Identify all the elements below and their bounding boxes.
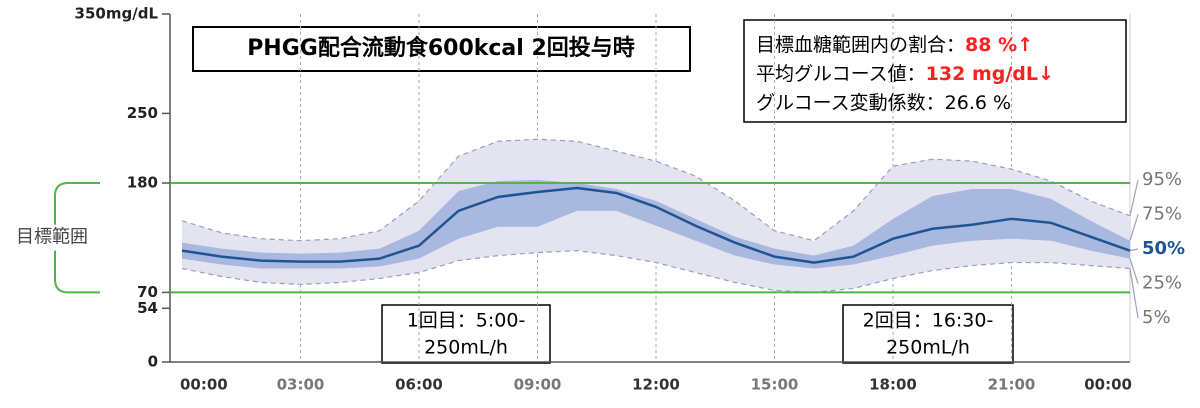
y-tick-label: 250 bbox=[127, 104, 158, 122]
stat-label: グルコース変動係数：26.6 % bbox=[756, 92, 1011, 114]
x-tick-label: 18:00 bbox=[869, 376, 917, 394]
label-connector bbox=[1129, 258, 1139, 284]
legend-label: 5% bbox=[1142, 307, 1171, 328]
label-connector bbox=[1129, 179, 1139, 216]
annotation-box bbox=[381, 304, 551, 364]
label-connector bbox=[1129, 248, 1139, 252]
y-tick-label: 180 bbox=[127, 174, 158, 192]
annotation: 250mL/h bbox=[424, 337, 508, 359]
title-box bbox=[192, 26, 691, 72]
legend-label: 25% bbox=[1142, 273, 1182, 294]
annotation-box bbox=[842, 304, 1014, 364]
stat-value: 88 %↑ bbox=[965, 34, 1033, 56]
stat-label: 平均グルコース値： bbox=[756, 63, 926, 85]
legend-label: 75% bbox=[1142, 204, 1182, 225]
x-tick-label: 03:00 bbox=[277, 376, 325, 394]
x-tick-label: 21:00 bbox=[988, 376, 1036, 394]
percentile-line bbox=[181, 250, 1131, 294]
y-tick-label: 70 bbox=[137, 283, 158, 301]
annotation: 250mL/h bbox=[886, 337, 970, 359]
stats-box bbox=[743, 19, 1127, 123]
x-tick-label: 06:00 bbox=[395, 376, 443, 394]
y-tick-label: 350mg/dL bbox=[75, 5, 159, 23]
stat-value: 132 mg/dL↓ bbox=[926, 63, 1054, 85]
x-tick-label: 15:00 bbox=[751, 376, 799, 394]
x-tick-label: 00:00 bbox=[180, 376, 228, 394]
y-tick-label: 54 bbox=[137, 299, 158, 317]
label-bg bbox=[8, 224, 96, 251]
stat-line: 平均グルコース値：132 mg/dL↓ bbox=[756, 63, 1054, 85]
x-tick-label: 09:00 bbox=[514, 376, 562, 394]
x-tick-label: 00:00 bbox=[1084, 376, 1132, 394]
percentile-line bbox=[181, 186, 1131, 264]
chart-title: PHGG配合流動食600kcal 2回投与時 bbox=[247, 35, 635, 61]
label-connector bbox=[1129, 268, 1139, 319]
stat-line: グルコース変動係数：26.6 % bbox=[756, 92, 1011, 114]
stat-label: 目標血糖範囲内の割合： bbox=[756, 34, 965, 56]
legend-label: 50% bbox=[1142, 238, 1185, 259]
label-connector bbox=[1129, 214, 1139, 241]
annotation: 1回目：5:00- bbox=[407, 310, 526, 332]
target-range-label: 目標範囲 bbox=[16, 227, 88, 248]
stat-line: 目標血糖範囲内の割合：88 %↑ bbox=[756, 34, 1033, 56]
annotation: 2回目：16:30- bbox=[863, 310, 994, 332]
x-tick-label: 12:00 bbox=[632, 376, 680, 394]
legend-label: 95% bbox=[1142, 169, 1182, 190]
y-tick-label: 0 bbox=[148, 353, 158, 371]
